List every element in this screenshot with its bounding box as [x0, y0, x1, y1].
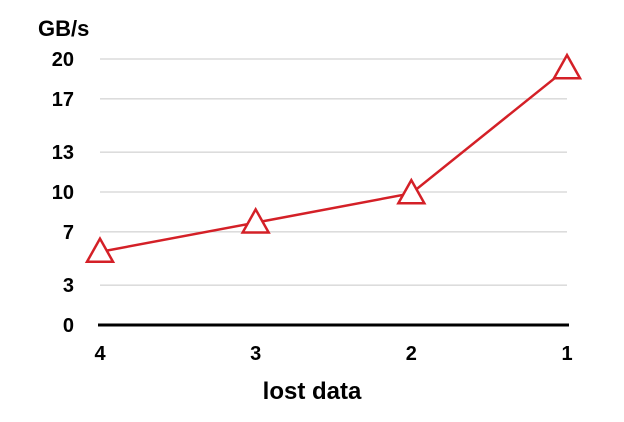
data-point-marker	[396, 177, 427, 205]
data-point-marker	[551, 52, 583, 80]
x-tick-label: 1	[561, 343, 572, 365]
x-tick-label: 4	[94, 343, 106, 365]
x-axis-label: lost data	[263, 378, 362, 405]
y-tick-label: 10	[52, 182, 74, 204]
y-axis-label: GB/s	[38, 16, 89, 41]
data-point-marker	[84, 236, 116, 263]
y-tick-label: 17	[52, 89, 74, 111]
series-layer	[84, 52, 583, 263]
y-tick-label: 13	[52, 142, 74, 164]
data-point-marker	[240, 206, 271, 234]
x-tick-label: 3	[250, 343, 261, 365]
y-tick-label: 0	[63, 315, 74, 337]
y-tick-label: 7	[63, 222, 74, 244]
series-line	[99, 67, 568, 254]
y-tick-labels: 0 3 7 10 13 17 20	[52, 49, 74, 337]
y-tick-label: 20	[52, 49, 74, 71]
y-tick-label: 3	[63, 275, 74, 297]
x-tick-labels: 4 3 2 1	[94, 343, 572, 365]
grid-lines	[100, 58, 567, 286]
x-tick-label: 2	[406, 343, 417, 365]
